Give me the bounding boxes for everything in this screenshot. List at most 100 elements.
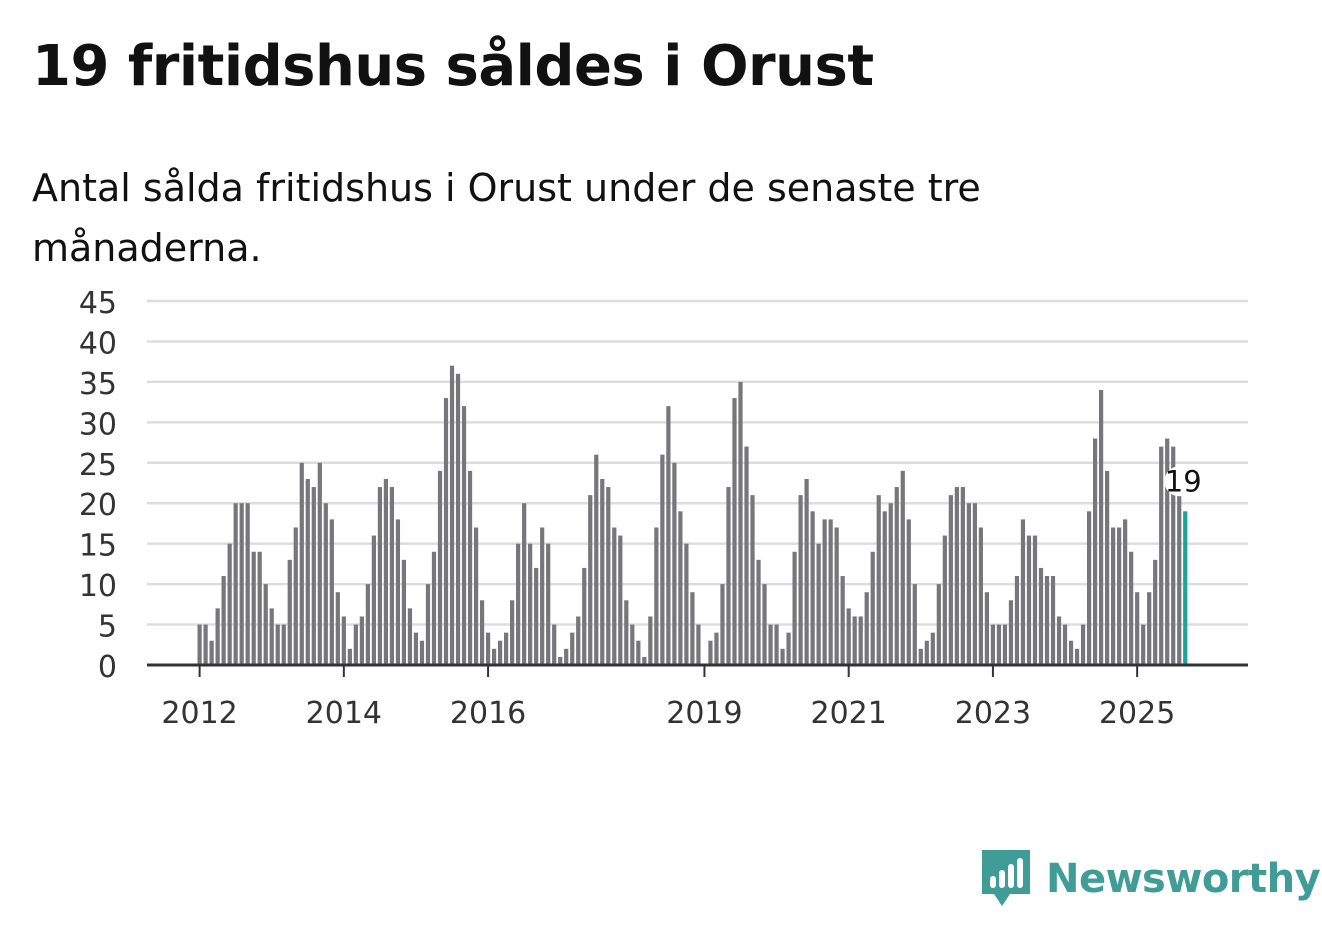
bar — [882, 511, 887, 665]
bar — [624, 600, 629, 665]
bar — [1099, 389, 1104, 665]
bar — [954, 487, 959, 665]
bar — [684, 543, 689, 665]
bar — [425, 584, 431, 665]
highlight-value-label: 19 — [1165, 464, 1202, 498]
bar — [287, 559, 292, 665]
bar — [576, 616, 581, 665]
bar — [1092, 438, 1098, 665]
bar — [654, 527, 659, 665]
bar — [840, 576, 845, 665]
bar — [510, 600, 515, 665]
bar — [407, 608, 413, 665]
bar — [864, 592, 869, 665]
bar — [996, 624, 1002, 665]
bar — [281, 624, 286, 665]
bar — [588, 495, 593, 665]
bar — [359, 616, 364, 665]
bar — [263, 584, 268, 665]
x-axis-ticks: 2012 2014 2016 2019 2021 2023 2025 — [161, 665, 1175, 731]
bar — [413, 632, 419, 665]
bar — [197, 624, 202, 665]
bar — [924, 640, 929, 665]
bar — [491, 648, 497, 665]
bar — [395, 519, 401, 665]
bar — [828, 519, 833, 665]
bar — [522, 503, 527, 665]
bar — [966, 503, 971, 665]
bar — [786, 632, 791, 665]
y-tick-label: 30 — [79, 407, 117, 442]
bar — [1026, 535, 1032, 665]
bar — [1074, 648, 1080, 665]
bar — [546, 543, 551, 665]
bar — [347, 648, 352, 665]
bar — [984, 592, 990, 665]
bar — [930, 632, 935, 665]
bar — [630, 624, 635, 665]
bar — [449, 365, 455, 665]
bar — [948, 495, 953, 665]
bar — [419, 640, 425, 665]
bar — [467, 470, 473, 665]
bar — [978, 527, 983, 665]
bar — [504, 632, 509, 665]
highlight-label-group: 19 — [1164, 464, 1202, 498]
bar — [1080, 624, 1086, 665]
bar — [1147, 592, 1152, 665]
bar — [516, 543, 521, 665]
bar — [726, 487, 731, 665]
bar — [1129, 551, 1134, 665]
bar — [552, 624, 557, 665]
bar — [888, 503, 893, 665]
bar — [600, 478, 605, 665]
bar — [870, 551, 875, 665]
x-tick-label: 2021 — [811, 696, 887, 731]
bar — [461, 406, 467, 665]
bar — [1050, 576, 1056, 665]
bar — [209, 640, 214, 665]
bar — [606, 487, 611, 665]
bar — [618, 535, 623, 665]
y-tick-label: 10 — [79, 569, 117, 604]
bar — [912, 584, 917, 665]
bar — [317, 462, 322, 665]
bar — [732, 398, 737, 665]
bar — [311, 487, 316, 665]
bar — [227, 543, 232, 665]
bar — [1153, 559, 1158, 665]
bar — [666, 406, 671, 665]
bar — [1117, 527, 1122, 665]
bar — [768, 624, 773, 665]
bar — [990, 624, 996, 665]
bar — [540, 527, 545, 665]
bar — [245, 503, 250, 665]
bar — [972, 503, 977, 665]
bar — [804, 478, 809, 665]
bar — [1002, 624, 1008, 665]
y-axis-ticks: 0 5 10 15 20 25 30 35 40 45 — [79, 286, 117, 685]
bar — [612, 527, 617, 665]
y-tick-label: 25 — [79, 448, 117, 483]
bar — [485, 632, 491, 665]
bar — [1068, 640, 1074, 665]
y-tick-label: 40 — [79, 326, 117, 361]
bar — [1111, 527, 1116, 665]
bars — [197, 365, 1188, 665]
bar — [816, 543, 821, 665]
bar — [269, 608, 274, 665]
bar — [810, 511, 815, 665]
bar — [564, 648, 569, 665]
bar — [822, 519, 827, 665]
bar — [738, 381, 743, 665]
bar — [239, 503, 244, 665]
bar — [383, 478, 389, 665]
bar — [1165, 438, 1170, 665]
bar — [936, 584, 941, 665]
bar — [798, 495, 803, 665]
bar — [1038, 567, 1044, 665]
bar — [876, 495, 881, 665]
bar — [1171, 446, 1176, 665]
bar — [498, 640, 503, 665]
